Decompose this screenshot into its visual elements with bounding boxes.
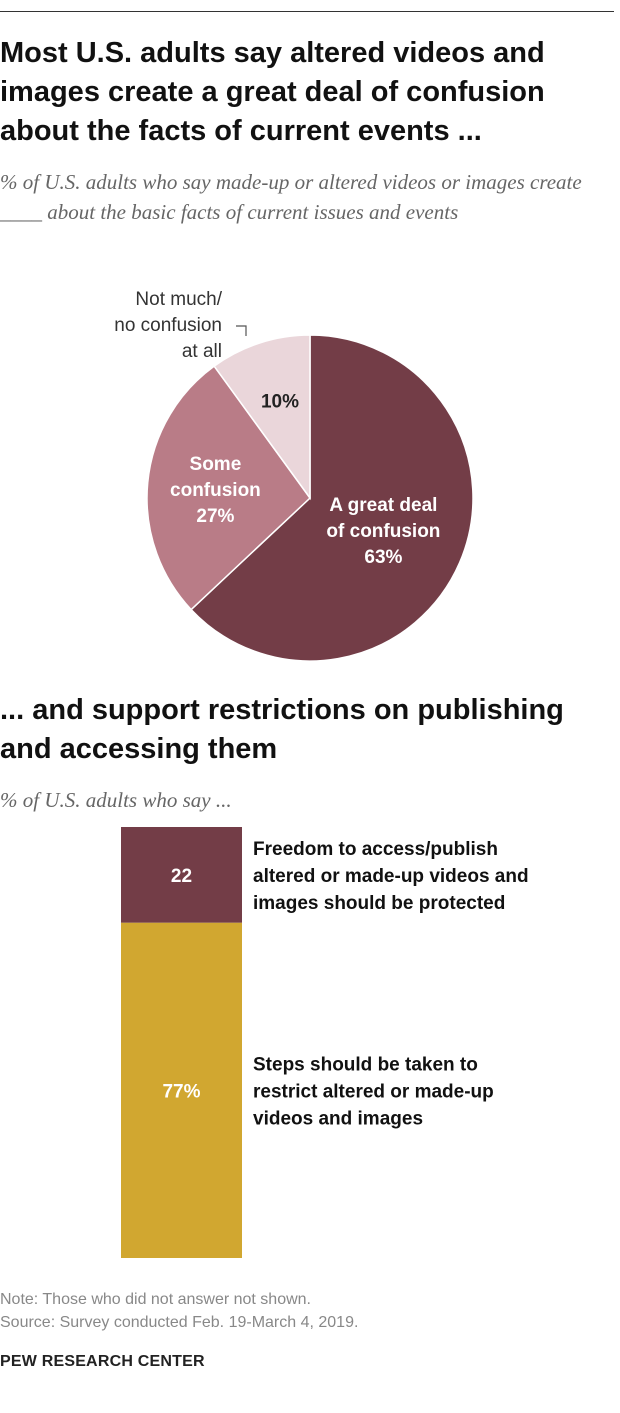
leader-line xyxy=(236,325,247,336)
pie-slice xyxy=(213,334,311,501)
bar-value-label: 22 xyxy=(171,866,192,887)
bar-value-label: 77% xyxy=(162,1081,200,1102)
source-line: Source: Survey conducted Feb. 19-March 4… xyxy=(0,1314,359,1331)
note-line: Note: Those who did not answer not shown… xyxy=(0,1291,311,1308)
pie-slice-outside-label: at all xyxy=(182,341,222,362)
pie-chart: A great deal of confusion 63% Some confusion… xyxy=(114,289,474,662)
footer-brand: PEW RESEARCH CENTER xyxy=(0,1353,205,1370)
chart-title: Most U.S. adults say altered videos and … xyxy=(0,37,545,147)
bar-segment xyxy=(121,922,242,1258)
notes: Note: Those who did not answer not shown… xyxy=(0,1288,358,1334)
bar-segment-label: Freedom to access/publish xyxy=(253,839,498,860)
pie-slice-label: 27% xyxy=(196,506,234,527)
pie-slice-label: Some xyxy=(190,454,242,475)
pie-slice-outside-label: no confusion xyxy=(114,315,222,336)
pie-slice-label: of confusion xyxy=(326,521,440,542)
pie-slice-label: 63% xyxy=(364,547,402,568)
pie-slice-label: confusion xyxy=(170,480,261,501)
top-rule xyxy=(0,11,614,12)
bar-chart-title: ... and support restrictions on publishi… xyxy=(0,694,564,765)
bar-chart-subtitle: % of U.S. adults who say ... xyxy=(0,788,232,812)
pie-slice-label: A great deal xyxy=(329,495,437,516)
pie-slice-outside-label: Not much/ xyxy=(135,289,222,310)
pie-slice-value-label: 10% xyxy=(261,391,299,412)
bar-segment-label: altered or made-up videos and xyxy=(253,866,529,887)
stacked-bar-chart: 22 Freedom to access/publish altered or ma… xyxy=(121,827,529,1258)
pie-slice xyxy=(190,334,474,662)
bar-segment xyxy=(121,827,242,923)
chart-subtitle: % of U.S. adults who say made-up or alte… xyxy=(0,170,582,224)
bar-segment-label: videos and images xyxy=(253,1108,423,1129)
bar-segment-label: Steps should be taken to xyxy=(253,1054,478,1075)
bar-segment-label: images should be protected xyxy=(253,893,505,914)
pie-slice xyxy=(146,365,311,611)
bar-segment-label: restrict altered or made-up xyxy=(253,1081,494,1102)
